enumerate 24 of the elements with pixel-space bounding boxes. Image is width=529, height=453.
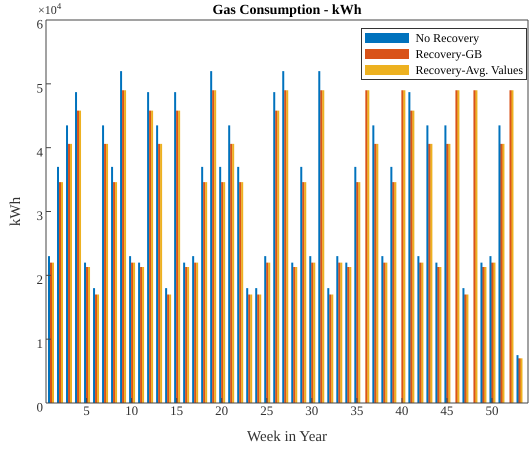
x-tick-label: 30 — [305, 403, 318, 418]
y-tick-label: 1 — [36, 336, 43, 351]
legend-label: Recovery-Avg. Values — [415, 62, 523, 78]
legend-label: Recovery-GB — [415, 46, 482, 62]
y-tick-label: 0 — [36, 400, 43, 415]
chart-title: Gas Consumption - kWh — [212, 3, 362, 18]
x-tick-label: 25 — [260, 403, 274, 418]
x-tick-label: 40 — [395, 403, 408, 418]
x-axis-title: Week in Year — [246, 429, 328, 445]
y-tick-label: 4 — [36, 144, 44, 160]
x-tick-label: 10 — [125, 403, 138, 418]
y-tick-label: 6 — [36, 16, 44, 32]
y-axis-title: kWh — [8, 196, 24, 226]
y-tick-label: 2 — [36, 272, 43, 287]
y-tick-label: 5 — [36, 80, 43, 96]
y-tick-label: 3 — [36, 208, 43, 224]
x-tick-label: 50 — [485, 403, 498, 418]
x-tick-label: 35 — [350, 403, 364, 418]
x-tick-label: 45 — [440, 403, 454, 418]
legend-label: No Recovery — [415, 30, 480, 46]
x-tick-label: 15 — [170, 403, 184, 418]
text: ×10$^{4}$ — [38, 1, 62, 17]
x-tick-label: 5 — [83, 403, 90, 418]
x-tick-label: 20 — [215, 403, 228, 418]
